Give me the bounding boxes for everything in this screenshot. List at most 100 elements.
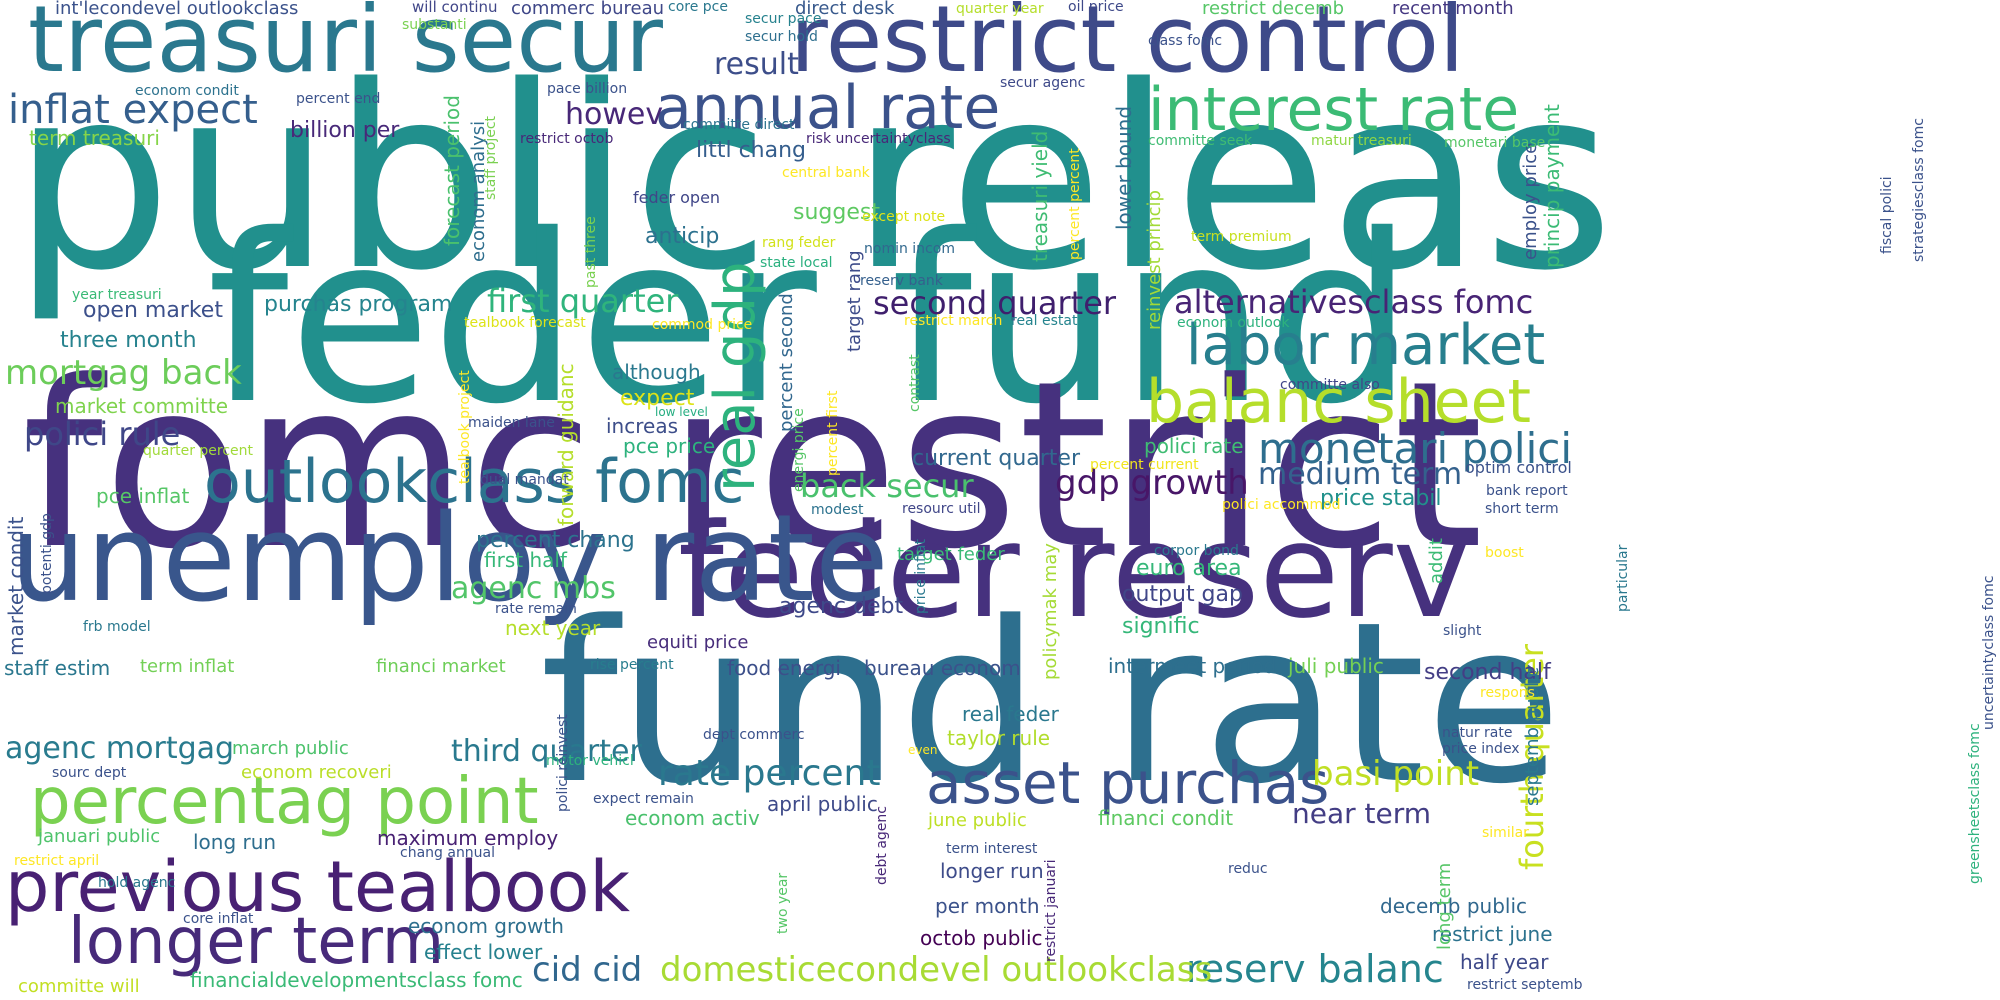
word: previous tealbook (5, 846, 631, 928)
word: committe will (18, 976, 140, 997)
word: long term (1434, 862, 1455, 950)
word: restrict june (1432, 922, 1553, 946)
word: percent first (825, 390, 841, 476)
word: financi market (376, 656, 506, 677)
word: march public (232, 738, 349, 759)
word: dual mandat (480, 472, 569, 488)
word: committe seek (1148, 133, 1253, 149)
word: signific (1122, 614, 1200, 639)
word: cid cid (532, 950, 643, 990)
word: except note (862, 209, 946, 225)
word: alternativesclass fomc (1174, 283, 1534, 321)
word: forecast period (440, 95, 464, 246)
word: price index (1442, 741, 1520, 757)
word: commerc bureau (511, 0, 665, 19)
word: resourc util (902, 501, 981, 517)
word: third quarter (451, 734, 642, 769)
word: employ price (1520, 142, 1541, 260)
word: purchas program (264, 292, 453, 317)
word: risk uncertaintyclass (806, 131, 951, 147)
word: will continu (412, 0, 498, 16)
word: restrict april (14, 853, 100, 869)
word: real gdp (703, 261, 768, 492)
word: uncertaintyclass fomc (1981, 575, 1997, 730)
word: matur treasuri (1311, 133, 1412, 149)
word: octob public (920, 926, 1043, 950)
word: central bank (782, 165, 870, 181)
word: year treasuri (72, 287, 162, 303)
word: outlookclass fomc (204, 447, 745, 517)
word: decemb public (1380, 894, 1528, 918)
word: commod price (652, 317, 753, 333)
word: basi point (1312, 754, 1480, 794)
word: state local (760, 255, 833, 271)
word: potenti gdp (39, 513, 55, 594)
word: expect remain (593, 791, 694, 807)
word: restrict march (904, 313, 1003, 329)
word: first quarter (487, 282, 679, 320)
word: rise percent (590, 657, 674, 673)
word: percent current (1090, 457, 1199, 473)
word: percent percent (1067, 148, 1083, 260)
word: term inflat (140, 656, 235, 677)
word: increas (606, 414, 678, 438)
word: term interest (946, 841, 1038, 857)
word: frb model (83, 619, 151, 635)
word: forward guidanc (554, 363, 578, 526)
word: reserv balanc (1186, 947, 1444, 991)
word: econom activ (625, 806, 760, 830)
word: addit (1426, 538, 1447, 584)
word: equiti price (647, 632, 749, 653)
word: domesticecondevel outlookclass (660, 950, 1213, 990)
word: polici accommod (1222, 497, 1341, 513)
word: januari public (38, 826, 161, 847)
word: princip payment (1540, 104, 1564, 268)
word: percent end (296, 91, 381, 107)
word: econom recoveri (241, 762, 392, 783)
word: expect (620, 386, 695, 411)
word: longer run (940, 859, 1044, 883)
word: gdp growth (1055, 463, 1249, 503)
word: tealbook project (457, 370, 473, 484)
word: feder fund (207, 185, 1414, 455)
word: market condit (4, 516, 28, 656)
word: littl chang (696, 138, 807, 163)
word: maximum employ (377, 826, 559, 850)
word: percentag point (30, 765, 539, 839)
word: econom condit (135, 83, 239, 99)
word: asset purchas (926, 749, 1330, 817)
word: pce inflat (96, 484, 190, 508)
word: restrict januari (1043, 859, 1059, 962)
word: reinvest princip (1144, 190, 1165, 330)
word: financialdevelopmentsclass fomc (190, 968, 523, 992)
word: short term (1485, 501, 1559, 517)
word: substanti (402, 17, 467, 33)
word: target feder (897, 544, 1005, 565)
word: suggest (793, 200, 880, 225)
word: respons (1480, 685, 1535, 701)
word: food energi (727, 656, 841, 680)
word: per month (935, 894, 1040, 918)
word: natur rate (1442, 725, 1513, 741)
word: second quarter (873, 284, 1117, 322)
word: real estat (1011, 313, 1078, 329)
word: tealbook forecast (464, 315, 586, 331)
word: int'lecondevel outlookclass (55, 0, 299, 19)
word: econom growth (408, 914, 564, 938)
word: feder reserv (678, 495, 1470, 647)
word: motor vehicl (546, 753, 634, 769)
word: class fomc (1148, 33, 1223, 49)
word: public releas (12, 33, 1615, 326)
word: bureau econom (864, 656, 1021, 680)
word: output gap (1122, 582, 1243, 607)
word: debt agenc (874, 806, 890, 885)
word: treasuri yield (1028, 130, 1052, 262)
word: financi condit (1098, 806, 1234, 830)
word: inflat expect (8, 87, 258, 133)
word: fund rate (540, 575, 1562, 833)
word: percent chang (476, 528, 635, 553)
word: labor market (1186, 313, 1546, 378)
word: restrict control (790, 0, 1465, 93)
word: half year (1460, 950, 1549, 974)
